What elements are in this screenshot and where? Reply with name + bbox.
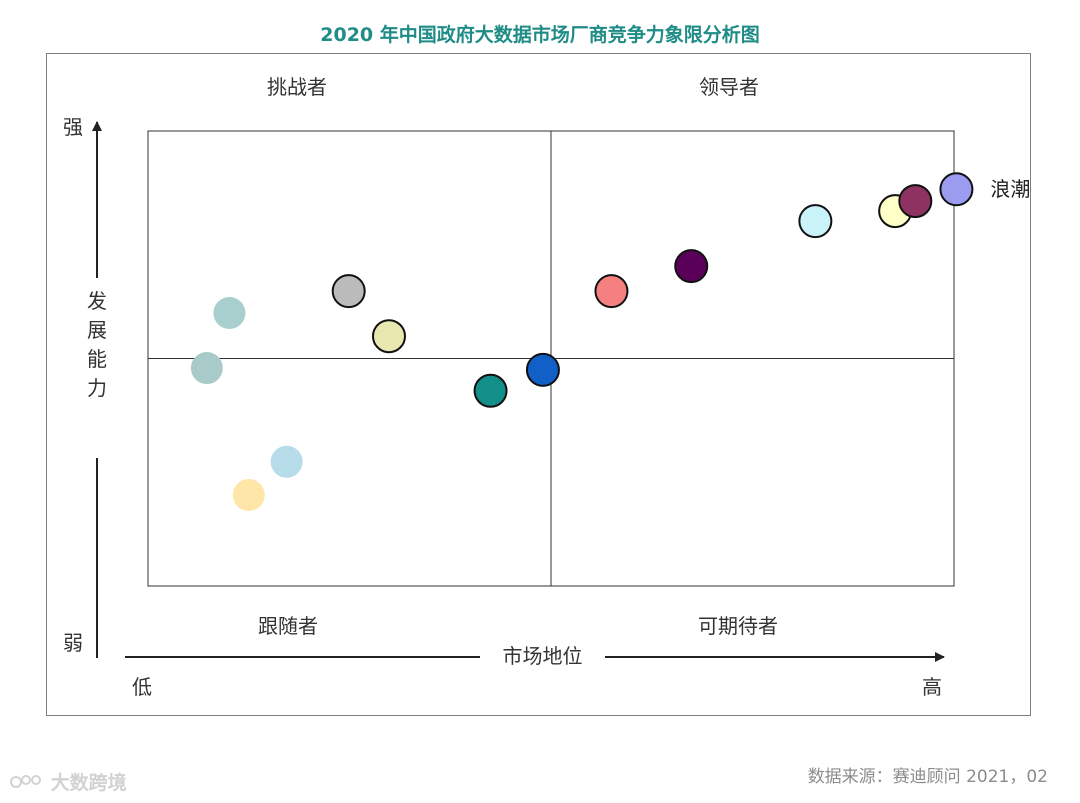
watermark-logo-icon (10, 775, 41, 788)
data-point (898, 184, 933, 219)
watermark-text: 大数跨境 (50, 772, 127, 794)
data-point (594, 274, 629, 309)
data-point (525, 352, 560, 387)
data-point (371, 319, 406, 354)
data-point (331, 274, 366, 309)
y-axis-low-label: 弱 (63, 631, 83, 655)
chart-frame (46, 53, 1031, 716)
quadrant-label-followers: 跟随者 (258, 614, 318, 638)
data-point (232, 479, 265, 511)
y-axis-high-label: 强 (63, 115, 83, 139)
x-axis-low-label: 低 (132, 675, 152, 699)
data-points: 浪潮 (190, 172, 1030, 511)
quadrant-label-leaders: 领导者 (699, 75, 759, 99)
y-axis-label: 发展能力 (87, 289, 107, 400)
chart-title: 2020 年中国政府大数据市场厂商竞争力象限分析图 (320, 24, 760, 46)
x-axis-high-label: 高 (922, 675, 942, 699)
data-point (190, 352, 223, 385)
x-axis-label: 市场地位 (480, 642, 605, 670)
data-point (213, 297, 246, 329)
data-point (270, 445, 303, 478)
data-source-note: 数据来源：赛迪顾问 2021，02 (807, 767, 1048, 787)
watermark: 大数跨境 (10, 768, 127, 795)
data-point (674, 249, 709, 284)
quadrant-label-challengers: 挑战者 (267, 75, 327, 99)
data-point-label: 浪潮 (990, 177, 1030, 201)
data-point (939, 172, 974, 207)
data-point (473, 373, 508, 408)
data-point (798, 204, 833, 239)
quadrant-label-promising: 可期待者 (698, 614, 778, 638)
